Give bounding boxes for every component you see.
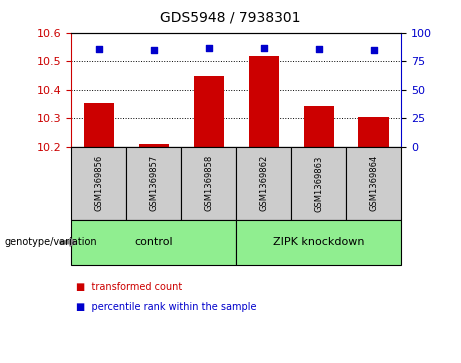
Text: GSM1369858: GSM1369858 [204, 155, 213, 211]
Text: GSM1369864: GSM1369864 [369, 155, 378, 211]
Text: ■  percentile rank within the sample: ■ percentile rank within the sample [76, 302, 257, 312]
Bar [346, 147, 401, 220]
Bar [71, 147, 126, 220]
Text: ZIPK knockdown: ZIPK knockdown [273, 237, 364, 247]
Bar [236, 147, 291, 220]
Text: GSM1369862: GSM1369862 [259, 155, 268, 211]
Bar [359, 117, 389, 147]
Point [370, 47, 377, 53]
Text: control: control [135, 237, 173, 247]
Bar [291, 147, 346, 220]
Bar [303, 106, 334, 147]
Text: GSM1369856: GSM1369856 [95, 155, 103, 211]
Bar [194, 76, 224, 147]
Point [150, 47, 158, 53]
Text: ■  transformed count: ■ transformed count [76, 282, 182, 292]
Bar [181, 147, 236, 220]
Bar [84, 103, 114, 147]
Point [205, 45, 213, 50]
Point [315, 46, 322, 52]
Point [260, 45, 267, 50]
Text: GDS5948 / 7938301: GDS5948 / 7938301 [160, 11, 301, 25]
Text: GSM1369857: GSM1369857 [149, 155, 159, 211]
Text: genotype/variation: genotype/variation [5, 237, 97, 247]
Bar [236, 220, 401, 265]
Bar [71, 220, 236, 265]
Bar [126, 147, 181, 220]
Bar [248, 56, 279, 147]
Point [95, 46, 103, 52]
Bar [139, 144, 169, 147]
Text: GSM1369863: GSM1369863 [314, 155, 323, 212]
